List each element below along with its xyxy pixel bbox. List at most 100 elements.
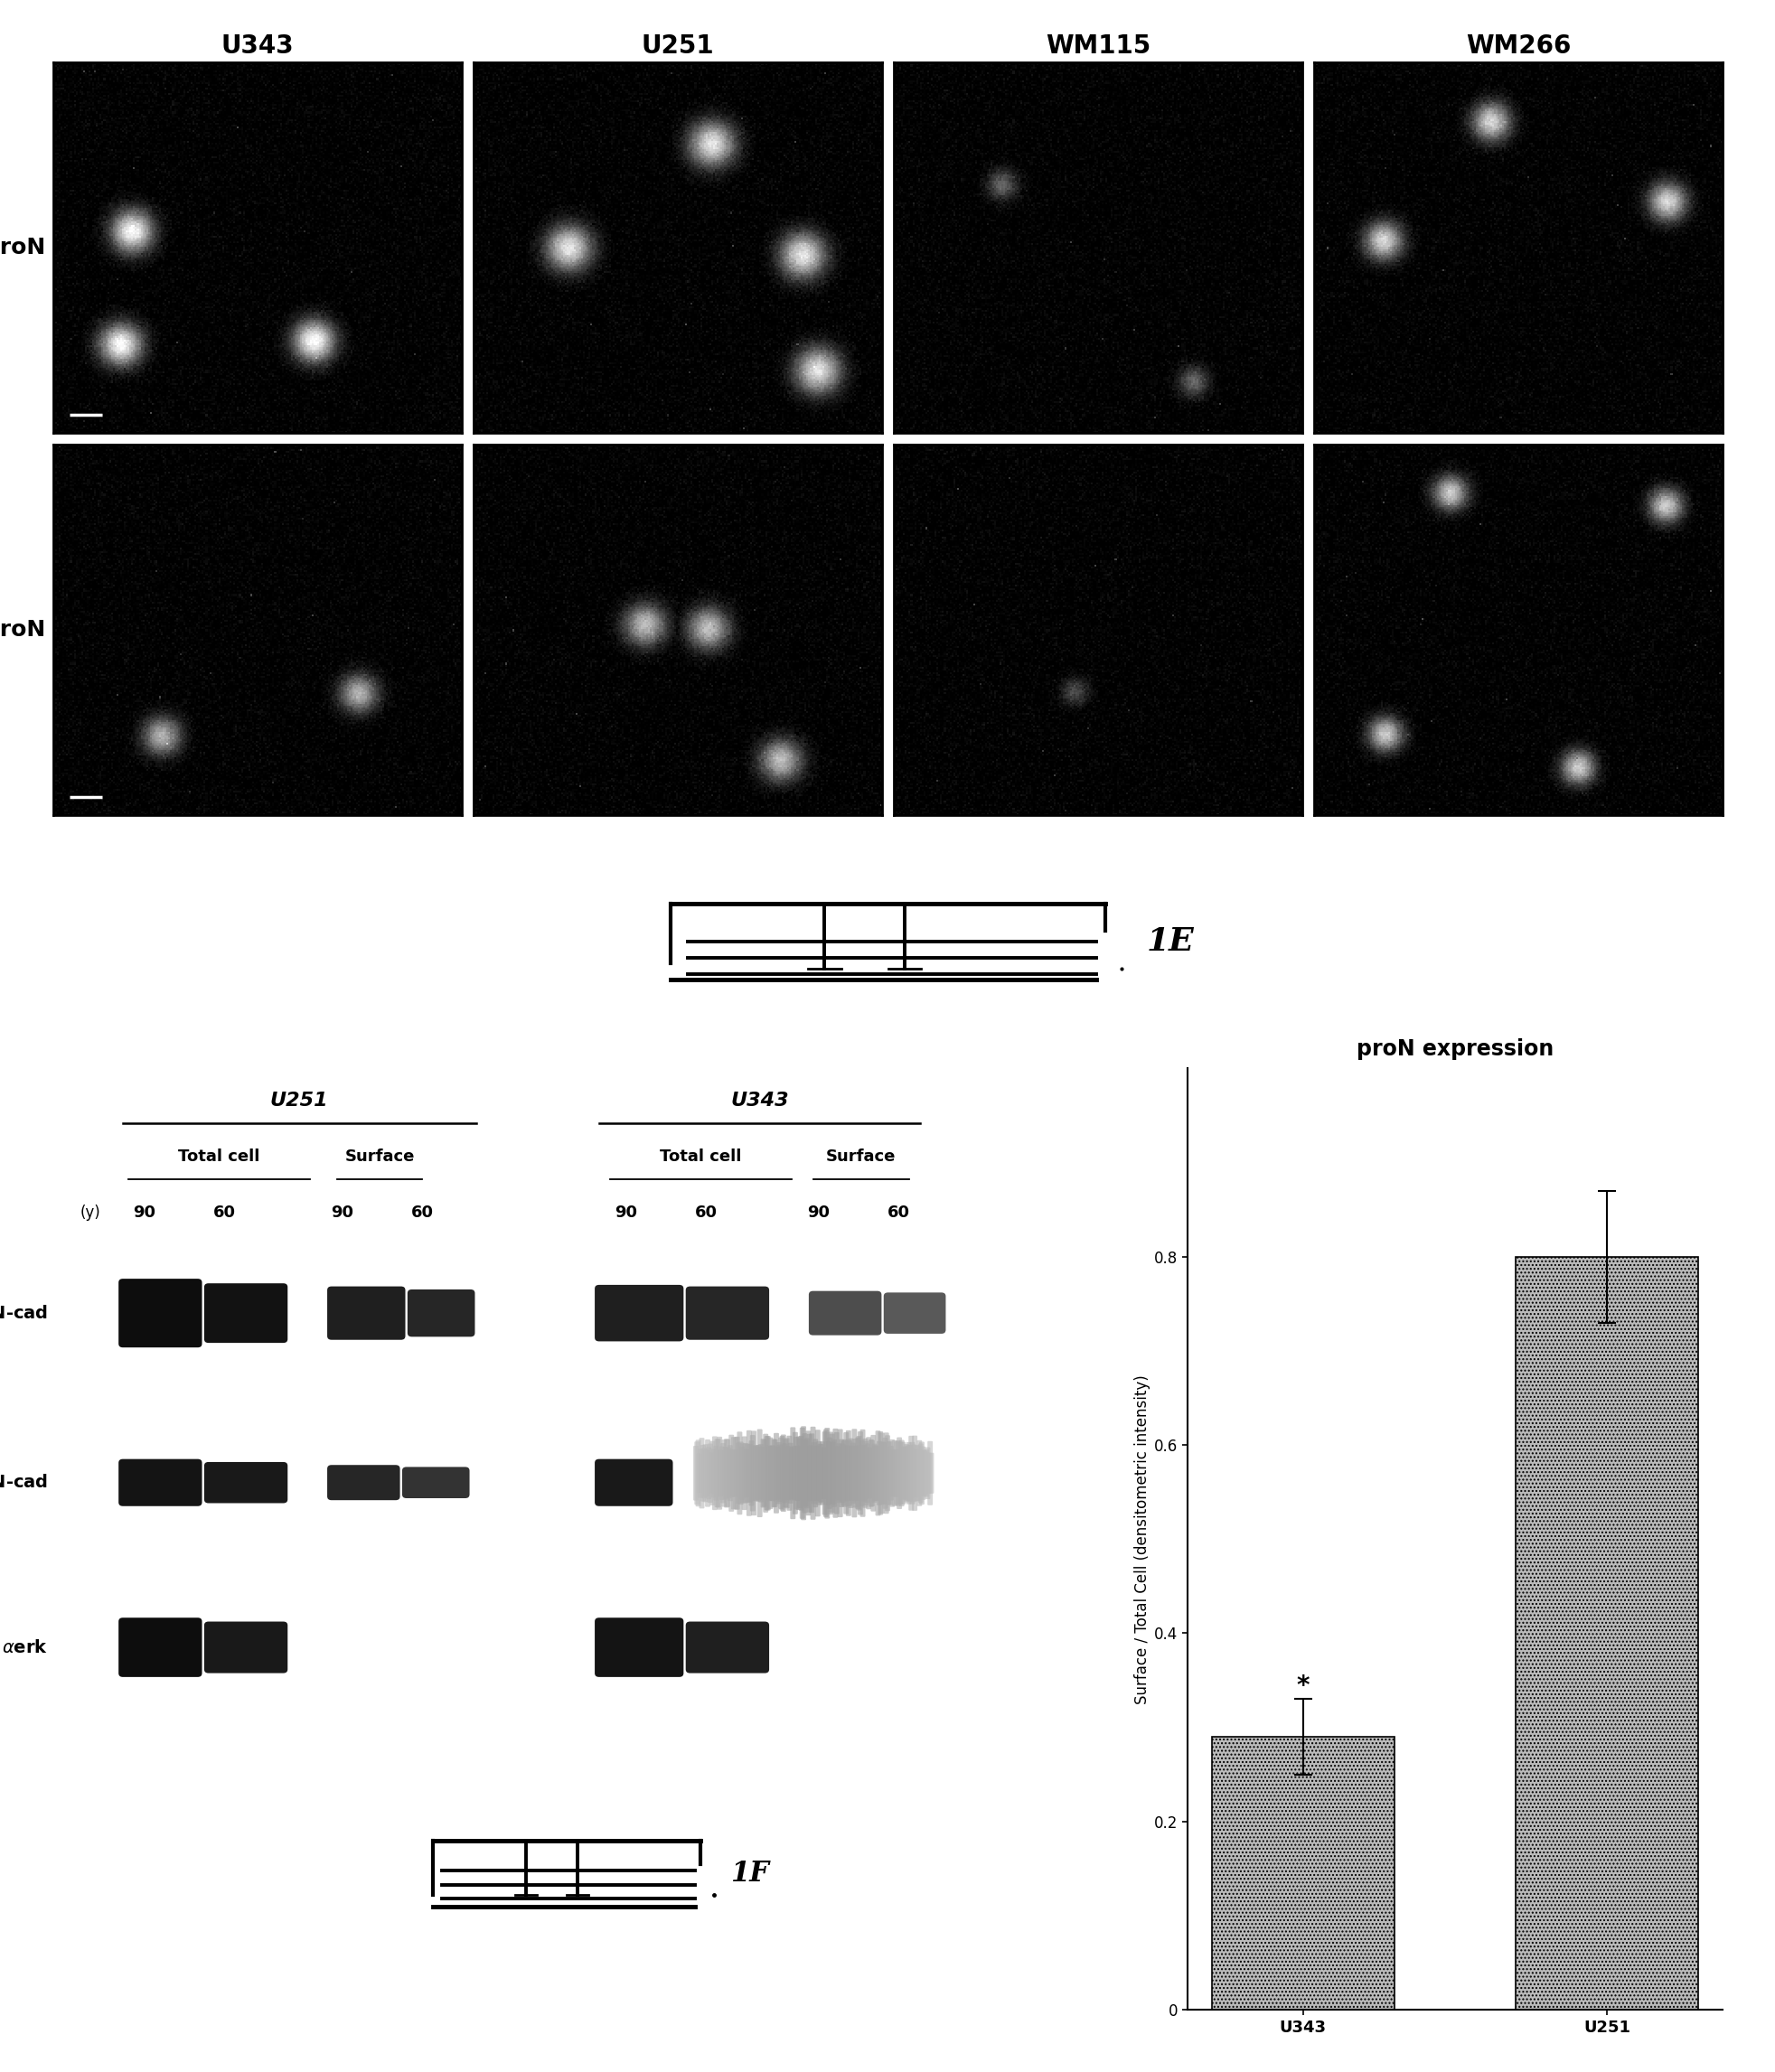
FancyBboxPatch shape — [730, 1448, 735, 1498]
FancyBboxPatch shape — [841, 1440, 847, 1506]
FancyBboxPatch shape — [726, 1448, 731, 1498]
FancyBboxPatch shape — [907, 1444, 912, 1502]
FancyBboxPatch shape — [776, 1442, 781, 1504]
FancyBboxPatch shape — [919, 1446, 925, 1500]
FancyBboxPatch shape — [737, 1432, 742, 1515]
FancyBboxPatch shape — [921, 1450, 927, 1496]
FancyBboxPatch shape — [119, 1459, 202, 1506]
FancyBboxPatch shape — [912, 1448, 918, 1498]
FancyBboxPatch shape — [916, 1446, 921, 1500]
FancyBboxPatch shape — [699, 1438, 705, 1508]
FancyBboxPatch shape — [896, 1438, 902, 1508]
FancyBboxPatch shape — [852, 1430, 857, 1517]
FancyBboxPatch shape — [882, 1438, 888, 1508]
FancyBboxPatch shape — [836, 1444, 841, 1502]
Text: (y): (y) — [80, 1204, 101, 1220]
Text: Surface: Surface — [825, 1148, 896, 1164]
FancyBboxPatch shape — [724, 1438, 730, 1508]
FancyBboxPatch shape — [793, 1436, 799, 1510]
FancyBboxPatch shape — [767, 1446, 772, 1500]
FancyBboxPatch shape — [696, 1452, 701, 1494]
FancyBboxPatch shape — [838, 1440, 843, 1506]
Text: Surface: Surface — [344, 1148, 414, 1164]
FancyBboxPatch shape — [847, 1440, 852, 1506]
FancyBboxPatch shape — [895, 1442, 900, 1504]
Text: Total cell: Total cell — [178, 1148, 259, 1164]
FancyBboxPatch shape — [822, 1432, 827, 1515]
FancyBboxPatch shape — [848, 1446, 854, 1500]
FancyBboxPatch shape — [808, 1291, 880, 1334]
FancyBboxPatch shape — [850, 1442, 856, 1504]
FancyBboxPatch shape — [884, 1293, 946, 1334]
FancyBboxPatch shape — [733, 1438, 738, 1508]
FancyBboxPatch shape — [866, 1448, 872, 1498]
FancyBboxPatch shape — [824, 1428, 829, 1519]
FancyBboxPatch shape — [898, 1440, 903, 1506]
FancyBboxPatch shape — [804, 1438, 809, 1508]
FancyBboxPatch shape — [742, 1436, 747, 1510]
FancyBboxPatch shape — [714, 1440, 719, 1506]
FancyBboxPatch shape — [809, 1434, 815, 1513]
FancyBboxPatch shape — [785, 1446, 790, 1500]
FancyBboxPatch shape — [888, 1442, 893, 1504]
FancyBboxPatch shape — [905, 1446, 911, 1500]
FancyBboxPatch shape — [811, 1442, 817, 1504]
FancyBboxPatch shape — [831, 1440, 836, 1506]
FancyBboxPatch shape — [886, 1442, 891, 1504]
FancyBboxPatch shape — [801, 1426, 806, 1521]
FancyBboxPatch shape — [710, 1448, 715, 1498]
FancyBboxPatch shape — [705, 1440, 710, 1506]
FancyBboxPatch shape — [774, 1434, 779, 1513]
FancyBboxPatch shape — [777, 1438, 783, 1508]
Title: proN expression: proN expression — [1356, 1038, 1553, 1061]
FancyBboxPatch shape — [740, 1444, 746, 1502]
FancyBboxPatch shape — [859, 1440, 864, 1506]
FancyBboxPatch shape — [817, 1444, 822, 1502]
FancyBboxPatch shape — [813, 1446, 818, 1500]
FancyBboxPatch shape — [857, 1432, 863, 1515]
FancyBboxPatch shape — [872, 1444, 877, 1502]
Text: 1E: 1E — [1147, 926, 1193, 957]
FancyBboxPatch shape — [706, 1444, 712, 1502]
Text: 90: 90 — [133, 1204, 156, 1220]
FancyBboxPatch shape — [827, 1438, 832, 1508]
FancyBboxPatch shape — [852, 1438, 857, 1508]
FancyBboxPatch shape — [914, 1444, 919, 1502]
FancyBboxPatch shape — [903, 1444, 909, 1502]
FancyBboxPatch shape — [788, 1446, 793, 1500]
FancyBboxPatch shape — [779, 1436, 785, 1510]
FancyBboxPatch shape — [831, 1442, 836, 1504]
FancyBboxPatch shape — [905, 1442, 911, 1504]
FancyBboxPatch shape — [760, 1446, 765, 1500]
FancyBboxPatch shape — [735, 1436, 740, 1510]
Text: U343: U343 — [730, 1092, 788, 1111]
FancyBboxPatch shape — [701, 1448, 706, 1498]
FancyBboxPatch shape — [909, 1436, 914, 1510]
FancyBboxPatch shape — [795, 1436, 801, 1510]
FancyBboxPatch shape — [834, 1446, 840, 1500]
FancyBboxPatch shape — [902, 1446, 907, 1500]
FancyBboxPatch shape — [870, 1440, 875, 1506]
FancyBboxPatch shape — [715, 1438, 721, 1508]
FancyBboxPatch shape — [754, 1446, 760, 1500]
FancyBboxPatch shape — [884, 1436, 889, 1510]
FancyBboxPatch shape — [880, 1442, 886, 1504]
FancyBboxPatch shape — [838, 1430, 843, 1517]
Text: 60: 60 — [412, 1204, 433, 1220]
FancyBboxPatch shape — [699, 1444, 705, 1502]
FancyBboxPatch shape — [797, 1438, 802, 1508]
FancyBboxPatch shape — [891, 1440, 896, 1506]
FancyBboxPatch shape — [731, 1438, 737, 1508]
FancyBboxPatch shape — [788, 1442, 793, 1504]
FancyBboxPatch shape — [119, 1278, 202, 1347]
FancyBboxPatch shape — [806, 1434, 811, 1513]
FancyBboxPatch shape — [866, 1438, 872, 1508]
FancyBboxPatch shape — [756, 1430, 761, 1517]
FancyBboxPatch shape — [799, 1428, 804, 1519]
FancyBboxPatch shape — [786, 1436, 792, 1510]
FancyBboxPatch shape — [877, 1432, 882, 1515]
Title: WM266: WM266 — [1464, 33, 1571, 58]
FancyBboxPatch shape — [912, 1436, 918, 1510]
FancyBboxPatch shape — [817, 1442, 822, 1504]
FancyBboxPatch shape — [696, 1440, 701, 1506]
